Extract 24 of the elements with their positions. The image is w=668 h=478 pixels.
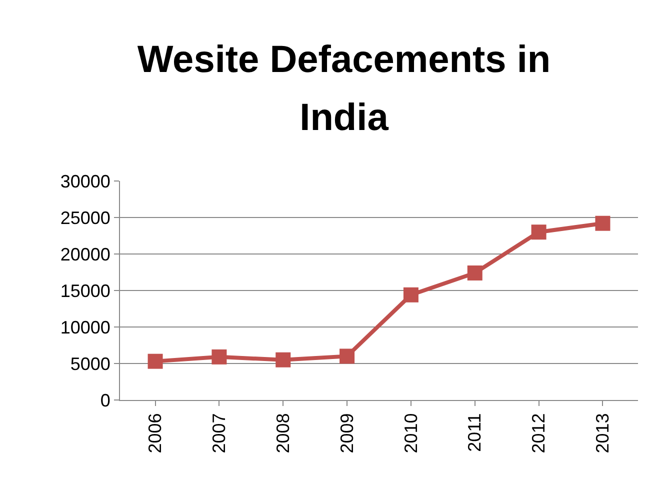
- point: [212, 349, 227, 364]
- point: [467, 265, 482, 280]
- x-tick-label: 2009: [336, 413, 357, 454]
- y-tick-label: 20000: [60, 244, 110, 264]
- x-tick-label: 2013: [592, 413, 613, 454]
- y-tick-label: 15000: [60, 280, 110, 301]
- point: [340, 348, 355, 364]
- y-tick-label: 5000: [70, 354, 110, 374]
- point: [403, 287, 418, 302]
- y-tick-label: 10000: [60, 317, 110, 338]
- point: [276, 352, 291, 368]
- y-tick-label: 25000: [60, 208, 110, 228]
- x-tick-label: 2011: [464, 413, 485, 452]
- x-tick-label: 2010: [400, 413, 421, 454]
- x-tick-label: 2006: [145, 413, 166, 454]
- point: [148, 354, 163, 369]
- point: [531, 224, 546, 240]
- x-tick-label: 2012: [528, 413, 549, 454]
- point: [595, 216, 610, 231]
- x-tick-label: 2008: [272, 413, 293, 454]
- chart-title: Wesite Defacements in India: [136, 38, 552, 141]
- y-tick-label: 30000: [60, 171, 110, 192]
- x-tick-label: 2007: [209, 413, 230, 454]
- y-tick-label: 0: [100, 390, 110, 410]
